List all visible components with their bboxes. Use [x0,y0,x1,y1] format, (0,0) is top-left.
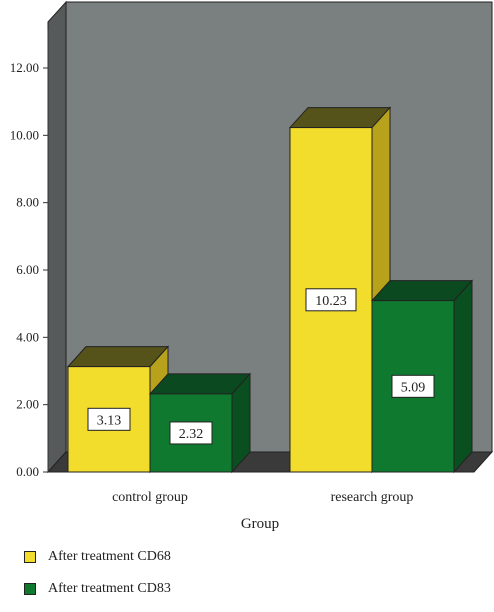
bar-chart: 0.00 2.00 4.00 6.00 8.00 10.00 12.00 3.13 2.32 1… [10,0,494,532]
bar-1-1: 5.09 [370,279,474,474]
data-label: 2.32 [179,427,204,442]
y-tick-label: 4.00 [16,329,39,344]
legend-label-cd68: After treatment CD68 [48,549,171,564]
data-label-box [305,288,357,312]
legend-item-cd68: After treatment CD68 [24,548,171,566]
data-label: 10.23 [315,294,347,309]
y-tick-label: 12.00 [10,60,39,75]
y-tick-label: 0.00 [16,464,39,479]
bar-0-1: 2.32 [148,372,252,474]
side-wall [47,0,67,474]
data-label: 5.09 [401,380,426,395]
x-tick-label: research group [331,490,414,505]
x-axis-title: Group [241,516,279,532]
y-tick-label: 2.00 [16,397,39,412]
y-axis: 0.00 2.00 4.00 6.00 8.00 10.00 12.00 [10,30,49,479]
bar-series-group: 3.13 2.32 10.23 5.09 [66,106,474,474]
y-tick-label: 8.00 [16,195,39,210]
legend-label-cd83: After treatment CD83 [48,581,171,596]
data-label-box [391,374,435,398]
data-label-box [87,407,131,431]
bar-side-face [453,279,473,474]
legend-item-cd83: After treatment CD83 [24,580,171,598]
data-label-box [169,421,213,445]
legend: After treatment CD68 After treatment CD8… [24,548,171,612]
y-tick-label: 10.00 [10,127,39,142]
legend-swatch-cd83 [24,583,36,595]
x-axis: control group research group [112,490,413,505]
legend-swatch-cd68 [24,551,36,563]
x-tick-label: control group [112,490,188,505]
y-tick-label: 6.00 [16,262,39,277]
bar-front-face [371,300,455,473]
data-label: 3.13 [97,413,122,428]
